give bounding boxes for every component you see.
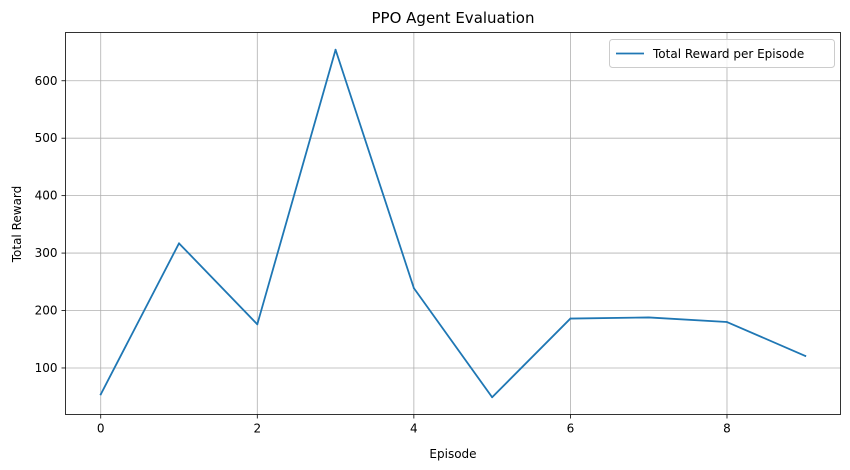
y-tick-label: 100	[35, 361, 58, 375]
legend-box	[609, 39, 835, 68]
data-point	[99, 393, 102, 396]
axis-ticks: 0 2 4 6 8 100 200 300 400 500 600	[35, 74, 731, 436]
y-tick-label: 400	[35, 189, 58, 203]
grid-lines	[65, 32, 841, 415]
data-point	[726, 321, 728, 323]
y-tick-label: 200	[35, 304, 58, 318]
data-point	[804, 355, 807, 357]
data-point	[647, 316, 650, 319]
y-tick-label: 500	[35, 131, 58, 145]
data-point	[569, 317, 572, 320]
legend: Total Reward per Episode	[609, 39, 835, 68]
series-line	[99, 48, 807, 399]
y-tick-label: 600	[35, 74, 58, 88]
x-axis-label: Episode	[429, 447, 476, 461]
data-point	[334, 48, 337, 51]
chart-title: PPO Agent Evaluation	[372, 9, 535, 27]
data-point	[256, 323, 259, 326]
x-tick-label: 2	[253, 422, 261, 436]
series-lines	[99, 48, 807, 399]
data-point	[178, 242, 180, 245]
legend-label: Total Reward per Episode	[652, 47, 804, 61]
data-point	[491, 396, 494, 399]
x-tick-label: 6	[567, 422, 575, 436]
y-tick-label: 300	[35, 246, 58, 260]
x-tick-label: 8	[723, 422, 731, 436]
data-point	[412, 287, 415, 290]
x-tick-label: 0	[97, 422, 105, 436]
x-tick-label: 4	[410, 422, 418, 436]
plot-frame	[65, 32, 841, 415]
y-axis-label: Total Reward	[10, 186, 24, 264]
